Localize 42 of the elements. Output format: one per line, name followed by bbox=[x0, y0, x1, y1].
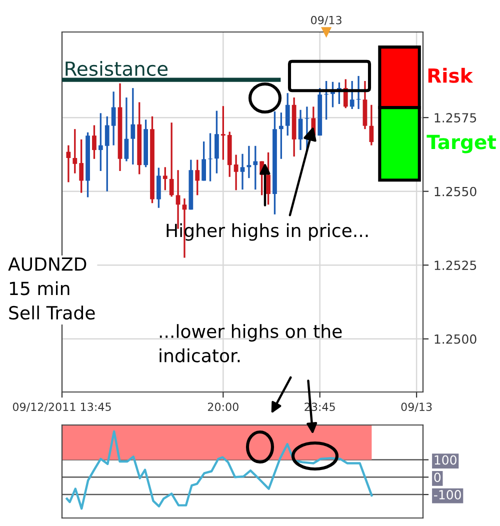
candlestick bbox=[169, 122, 174, 198]
x-tick-label: 09/12/2011 13:45 bbox=[12, 402, 111, 412]
candlestick bbox=[156, 166, 161, 209]
y-tick-label: 100 bbox=[434, 455, 456, 465]
y-tick-label: -100 bbox=[434, 490, 461, 500]
candlestick bbox=[208, 132, 212, 182]
y-tick-label: 0 bbox=[434, 472, 441, 482]
line-series bbox=[66, 430, 373, 510]
candlestick bbox=[202, 140, 206, 182]
annotation: 09/13 bbox=[311, 16, 342, 26]
candlestick bbox=[130, 87, 136, 166]
ref-line-label: Resistance bbox=[66, 60, 168, 76]
candlestick bbox=[92, 124, 96, 160]
candlestick bbox=[79, 138, 84, 194]
candlestick bbox=[111, 90, 116, 146]
candlestick bbox=[220, 105, 226, 161]
x-tick-label: 20:00 bbox=[208, 402, 238, 412]
x-tick-label: 09/13 bbox=[401, 402, 432, 412]
candlestick bbox=[104, 116, 110, 192]
y-tick-label: 1.2550 bbox=[434, 186, 476, 196]
candlestick bbox=[304, 106, 310, 151]
candlestick bbox=[298, 109, 303, 151]
candlestick bbox=[124, 96, 129, 162]
y-tick-label: 1.2575 bbox=[434, 113, 476, 122]
candlestick bbox=[234, 154, 238, 191]
band-label: Risk bbox=[428, 68, 474, 83]
annotation: ...lower highs on the indicator. bbox=[160, 324, 342, 362]
band-label: Target bbox=[426, 134, 496, 154]
candlestick bbox=[98, 112, 103, 172]
candlestick bbox=[195, 158, 200, 196]
candlestick bbox=[350, 80, 354, 110]
candlestick bbox=[278, 112, 284, 160]
candlestick bbox=[324, 80, 328, 120]
candlestick bbox=[240, 153, 245, 190]
y-tick-label: 1.2525 bbox=[434, 260, 476, 270]
candlestick bbox=[162, 166, 168, 191]
annotation: AUDNZD 15 min Sell Trade bbox=[8, 257, 95, 320]
candlestick bbox=[253, 145, 258, 190]
y-tick-label: 1.2500 bbox=[434, 334, 476, 344]
candlestick bbox=[369, 104, 374, 146]
candlestick bbox=[72, 128, 78, 174]
candlestick bbox=[285, 92, 290, 136]
